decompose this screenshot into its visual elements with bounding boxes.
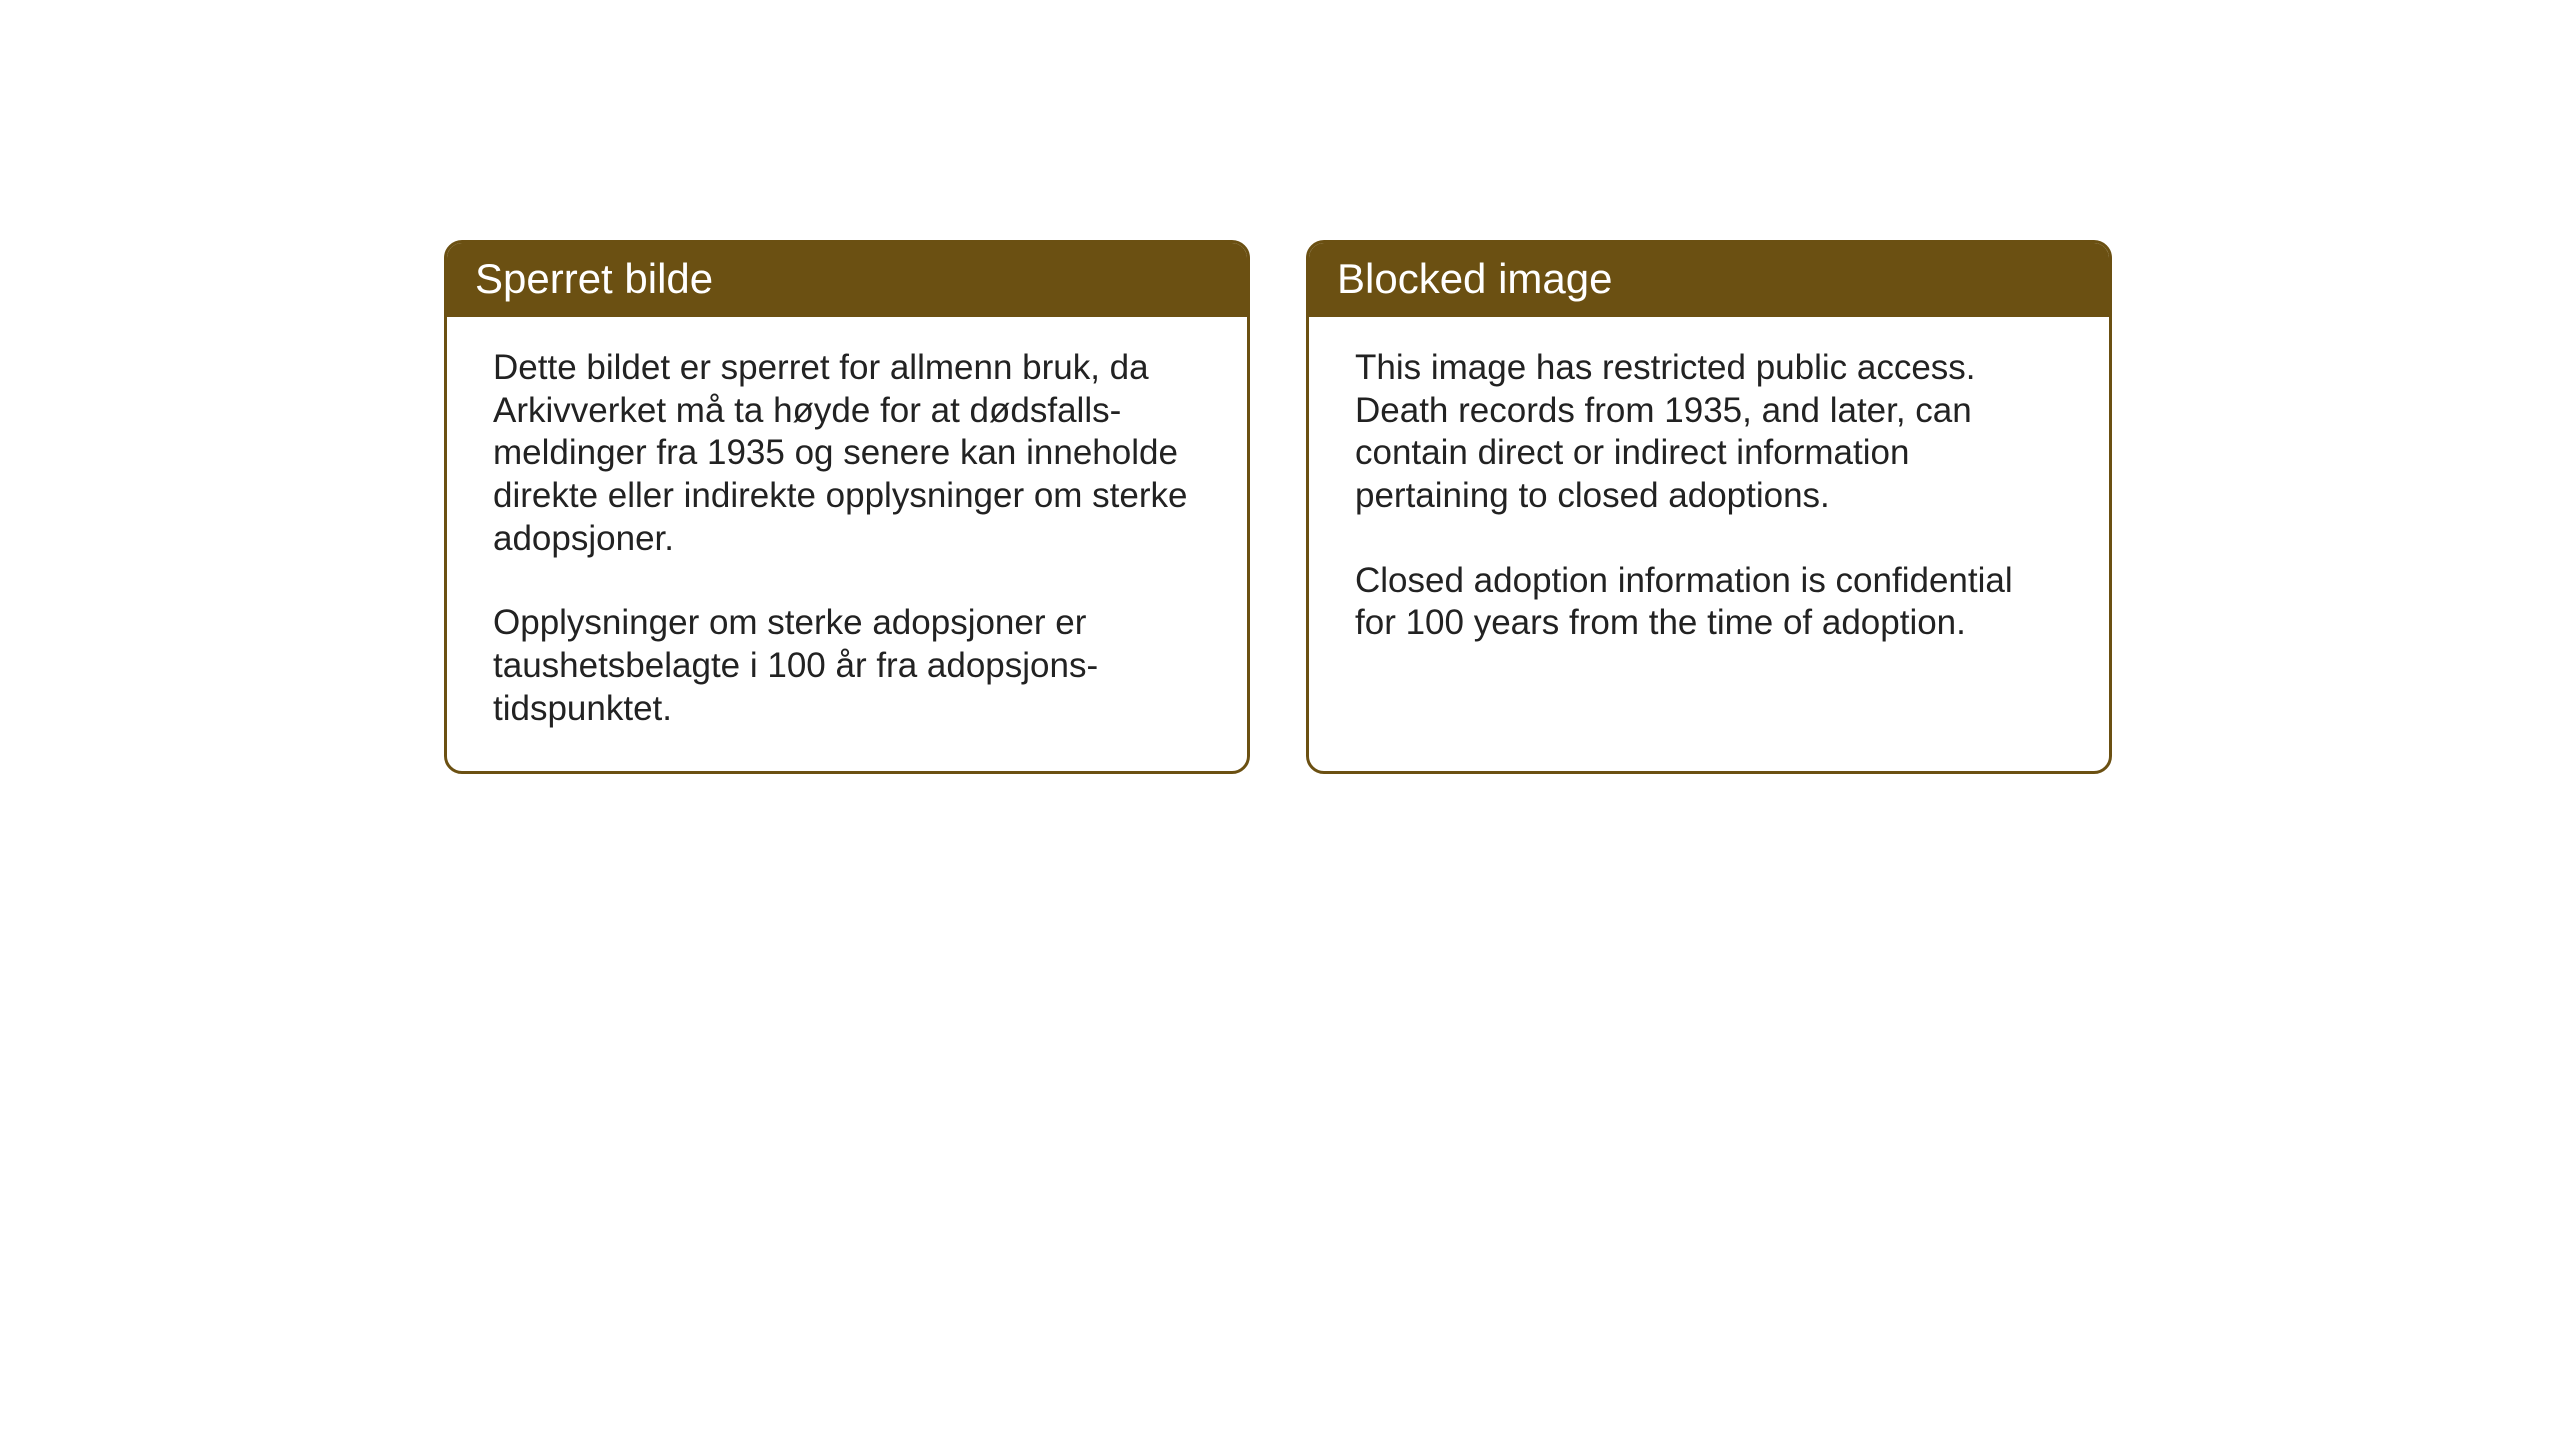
card-title-norwegian: Sperret bilde (475, 255, 713, 302)
card-paragraph-1-english: This image has restricted public access.… (1355, 347, 2063, 518)
cards-container: Sperret bilde Dette bildet er sperret fo… (444, 240, 2112, 774)
card-paragraph-2-norwegian: Opplysninger om sterke adopsjoner er tau… (493, 602, 1201, 730)
card-body-english: This image has restricted public access.… (1309, 317, 2109, 685)
notice-card-english: Blocked image This image has restricted … (1306, 240, 2112, 774)
card-body-norwegian: Dette bildet er sperret for allmenn bruk… (447, 317, 1247, 771)
card-title-english: Blocked image (1337, 255, 1612, 302)
card-paragraph-2-english: Closed adoption information is confident… (1355, 560, 2063, 645)
notice-card-norwegian: Sperret bilde Dette bildet er sperret fo… (444, 240, 1250, 774)
card-header-norwegian: Sperret bilde (447, 243, 1247, 317)
card-paragraph-1-norwegian: Dette bildet er sperret for allmenn bruk… (493, 347, 1201, 560)
card-header-english: Blocked image (1309, 243, 2109, 317)
